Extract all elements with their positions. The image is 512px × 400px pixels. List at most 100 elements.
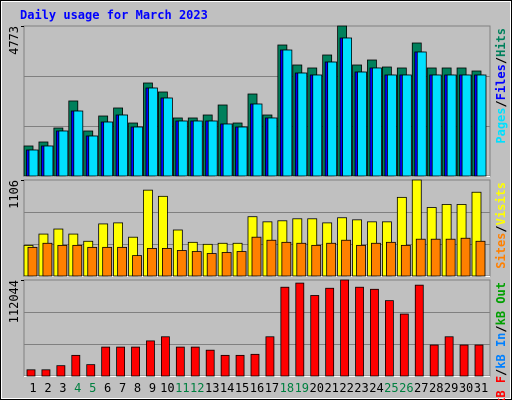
- bar: [266, 239, 277, 277]
- bar: [459, 344, 469, 377]
- bar: [132, 255, 142, 277]
- bar: [251, 236, 262, 277]
- legend-separator: /: [494, 100, 508, 107]
- bar: [475, 240, 486, 277]
- bar: [326, 242, 337, 277]
- x-tick-label: 1: [29, 381, 36, 395]
- bar: [312, 74, 323, 177]
- bar: [265, 336, 275, 377]
- x-tick-label: 30: [459, 381, 473, 395]
- x-tick-label: 5: [89, 381, 96, 395]
- bar: [281, 241, 292, 277]
- bar: [190, 346, 200, 377]
- x-tick-label: 6: [104, 381, 111, 395]
- bar: [325, 287, 335, 377]
- bar: [146, 340, 155, 377]
- x-tick-label: 14: [220, 381, 234, 395]
- bar: [87, 246, 98, 277]
- bar: [28, 149, 39, 177]
- x-tick-label: 26: [399, 381, 413, 395]
- x-tick-label: 15: [235, 381, 249, 395]
- x-tick-label: 31: [474, 381, 488, 395]
- x-tick-label: 21: [324, 381, 338, 395]
- bar: [42, 242, 53, 277]
- x-tick-label: 29: [444, 381, 458, 395]
- chart-title: Daily usage for March 2023: [20, 8, 208, 22]
- bar: [444, 336, 454, 377]
- bar: [342, 37, 353, 177]
- legend-entry: kB In: [494, 333, 508, 369]
- bar: [86, 364, 96, 377]
- x-tick-label: 25: [384, 381, 398, 395]
- bar: [371, 242, 381, 277]
- bar: [235, 354, 245, 377]
- bar: [252, 103, 263, 177]
- bar: [476, 74, 487, 177]
- x-tick-label: 12: [190, 381, 204, 395]
- bar: [399, 313, 409, 377]
- bar: [267, 117, 278, 177]
- bar: [57, 244, 68, 277]
- x-tick-label: 16: [250, 381, 264, 395]
- bar: [296, 242, 307, 277]
- bar: [71, 354, 81, 377]
- bar: [88, 135, 99, 177]
- bar: [311, 244, 322, 277]
- bar: [131, 346, 140, 377]
- bar: [445, 238, 456, 277]
- x-tick-label: 22: [339, 381, 353, 395]
- bar: [176, 250, 187, 277]
- legend: Pages/Files/Hits: [494, 28, 508, 144]
- bar: [116, 346, 125, 377]
- bar: [148, 87, 158, 177]
- bar: [430, 238, 441, 277]
- bar: [27, 246, 38, 277]
- x-tick-label: 2: [44, 381, 51, 395]
- x-tick-label: 4: [74, 381, 81, 395]
- bar: [160, 336, 170, 377]
- legend-entry: Visits: [494, 182, 508, 225]
- bar: [384, 300, 394, 377]
- bar: [161, 247, 172, 277]
- x-tick-label: 20: [310, 381, 324, 395]
- bar: [400, 244, 411, 277]
- bar: [340, 279, 350, 377]
- bar: [460, 237, 471, 277]
- x-tick-label: 18: [280, 381, 294, 395]
- bar: [431, 74, 442, 177]
- x-tick-label: 7: [119, 381, 126, 395]
- bar: [133, 126, 143, 177]
- bar: [41, 369, 51, 377]
- x-tick-label: 8: [134, 381, 141, 395]
- bar: [220, 354, 230, 377]
- bar: [221, 252, 232, 277]
- legend-entry: Files: [494, 64, 508, 100]
- bar: [207, 120, 218, 177]
- bar: [372, 67, 382, 177]
- bar: [356, 244, 366, 277]
- bar: [101, 346, 111, 377]
- x-tick-label: 24: [369, 381, 383, 395]
- bar: [474, 344, 484, 377]
- y-tick-label: 1106: [7, 180, 21, 209]
- bar: [341, 239, 352, 277]
- legend: kB F/kB In/kB Out: [494, 282, 508, 400]
- bar: [357, 71, 367, 177]
- bar: [177, 120, 188, 177]
- bar: [416, 51, 427, 177]
- bar: [385, 241, 396, 277]
- bar: [175, 346, 185, 377]
- bar: [205, 349, 215, 377]
- bar: [282, 49, 293, 177]
- bar: [386, 74, 397, 177]
- bar: [58, 130, 69, 177]
- x-tick-label: 13: [205, 381, 219, 395]
- bar: [56, 365, 66, 377]
- bar: [461, 74, 472, 177]
- bar: [295, 282, 305, 377]
- x-tick-label: 11: [175, 381, 189, 395]
- bar: [103, 121, 114, 177]
- bar: [43, 145, 54, 177]
- legend-entry: kB F: [494, 376, 508, 400]
